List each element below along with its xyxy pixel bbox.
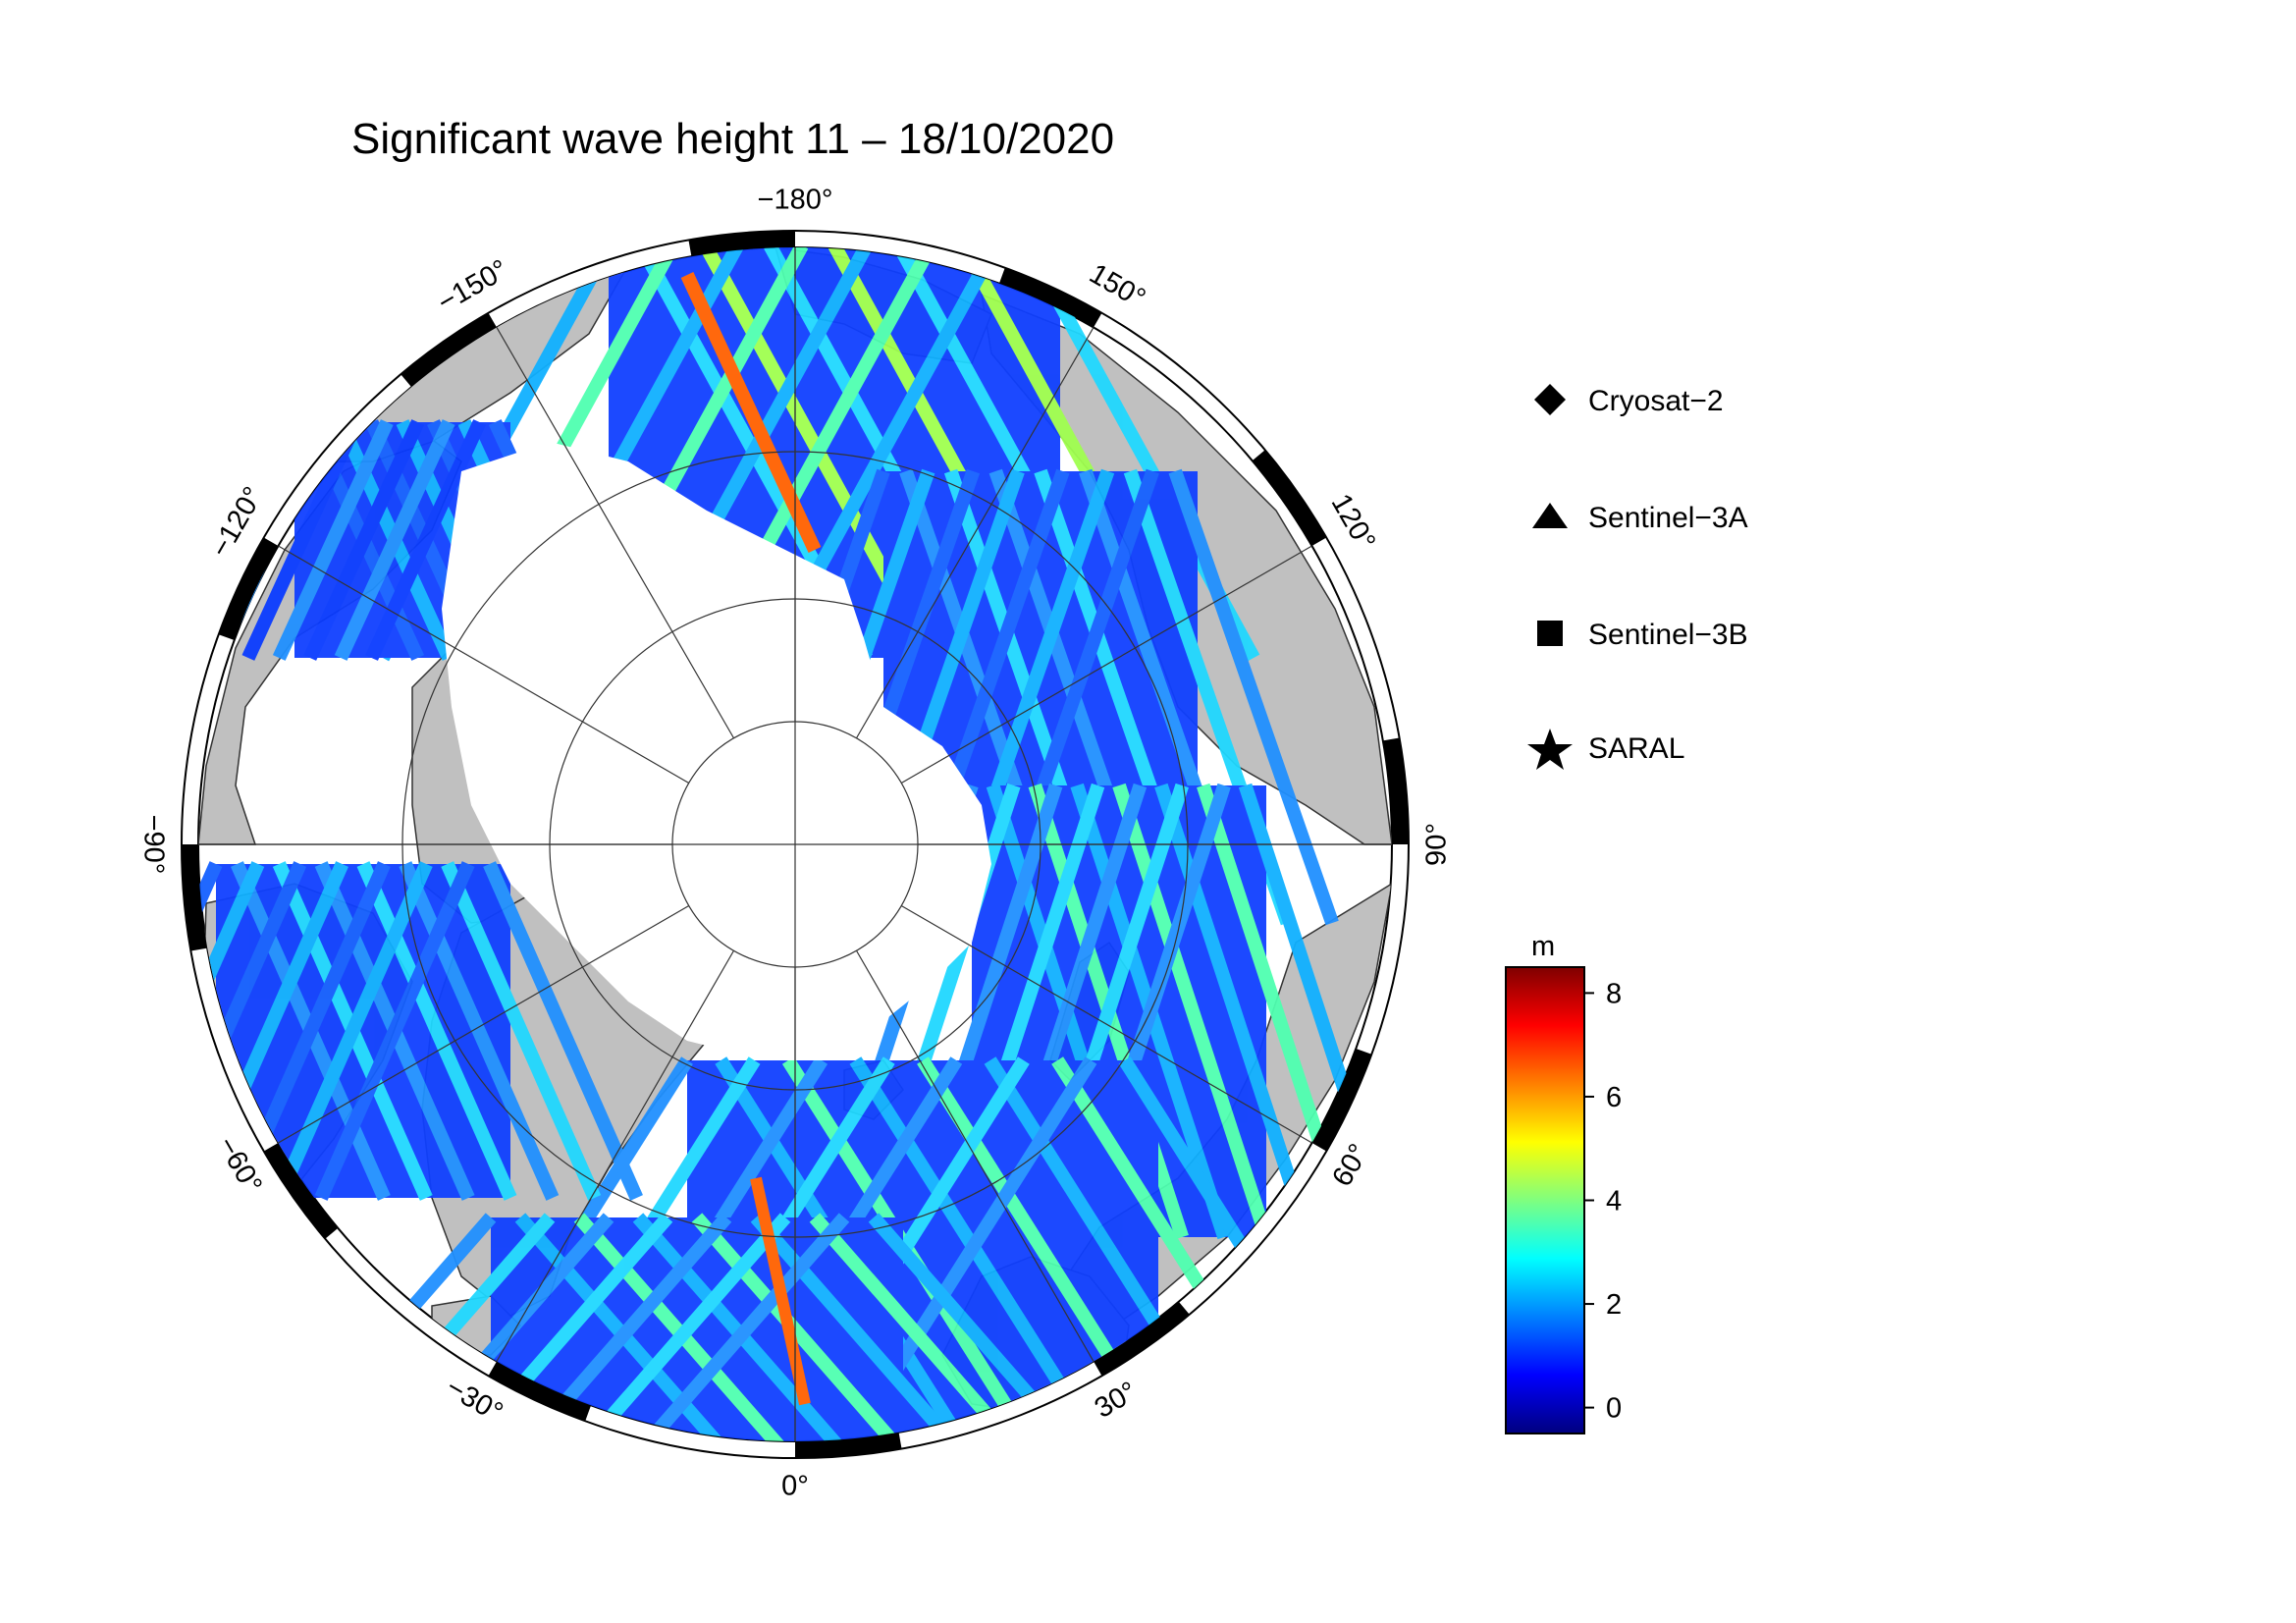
colorbar-tick-label: 8 <box>1606 978 1622 1009</box>
satellite-track <box>303 419 425 661</box>
satellite-track <box>356 861 517 1201</box>
legend-label-sentinel-3b: Sentinel−3B <box>1588 619 1748 651</box>
frame-band <box>400 312 498 388</box>
satellite-track <box>750 1213 968 1441</box>
triangle-icon <box>1532 503 1568 528</box>
meridian-line <box>900 545 1312 784</box>
longitude-label: −90° <box>137 815 169 875</box>
colorbar-tick-label: 4 <box>1606 1186 1622 1217</box>
satellite-track <box>334 419 455 661</box>
legend-item-saral: SARAL <box>1527 729 1684 770</box>
colorbar-unit: m <box>1531 931 1555 962</box>
frame-band <box>794 1432 902 1458</box>
longitude-label: 30° <box>1090 1376 1143 1425</box>
meridian-line <box>496 327 735 739</box>
satellite-track <box>691 1213 909 1441</box>
meridian-line <box>900 904 1312 1144</box>
diamond-icon <box>1534 384 1566 415</box>
star-icon <box>1527 729 1573 770</box>
frame-band <box>1382 737 1409 845</box>
satellite-track <box>314 861 475 1201</box>
longitude-label: 0° <box>781 1471 809 1502</box>
satellite-track <box>241 419 363 661</box>
longitude-label: 60° <box>1326 1139 1375 1192</box>
longitude-label: −180° <box>758 185 833 216</box>
satellite-track <box>632 1213 850 1441</box>
satellite-track <box>399 861 560 1201</box>
satellite-track <box>272 419 394 661</box>
frame-band <box>263 1142 339 1239</box>
longitude-label: 120° <box>1325 489 1382 556</box>
colorbar-tick-label: 0 <box>1606 1393 1622 1425</box>
colorbar: m 0 2 4 6 8 <box>1505 931 1622 1434</box>
meridian-line <box>855 327 1095 739</box>
square-icon <box>1537 621 1563 646</box>
colorbar-tick-label: 2 <box>1606 1289 1622 1321</box>
frame-band <box>1093 1301 1190 1377</box>
satellite-track <box>1154 783 1315 1240</box>
frame-band <box>1311 1048 1372 1152</box>
satellite-track <box>1112 783 1273 1240</box>
colorbar-ticks: 0 2 4 6 8 <box>1584 978 1622 1425</box>
meridian-line <box>855 949 1095 1362</box>
satellite-track <box>198 861 265 1201</box>
frame-band <box>488 1361 592 1422</box>
longitude-label: 90° <box>1421 823 1453 866</box>
legend-item-sentinel-3b: Sentinel−3B <box>1537 619 1748 651</box>
legend-label-cryosat: Cryosat−2 <box>1588 385 1724 417</box>
frame-band <box>1252 450 1327 547</box>
satellite-track <box>365 419 486 661</box>
satellite-legend: Cryosat−2 Sentinel−3A Sentinel−3B SARAL <box>1527 384 1748 770</box>
meridian-line <box>496 949 735 1362</box>
satellite-track <box>272 861 433 1201</box>
satellite-track <box>1168 468 1339 926</box>
sea-ice <box>442 442 991 1060</box>
colorbar-gradient <box>1505 966 1585 1434</box>
frame-band <box>688 231 796 257</box>
frame-band <box>218 537 279 641</box>
map-disk <box>198 247 1392 1441</box>
legend-label-sentinel-3a: Sentinel−3A <box>1588 502 1748 534</box>
satellite-track <box>750 1176 811 1406</box>
frame-band <box>182 843 208 951</box>
meridian-line <box>278 545 690 784</box>
colorbar-tick-label: 6 <box>1606 1082 1622 1113</box>
satellite-track <box>483 861 643 1201</box>
meridian-line <box>278 904 690 1144</box>
map-title: Significant wave height 11 – 18/10/2020 <box>351 115 1114 163</box>
legend-item-cryosat: Cryosat−2 <box>1534 384 1724 417</box>
satellite-track <box>441 861 602 1201</box>
frame-ticks <box>182 231 1409 1458</box>
graticule <box>198 247 1392 1441</box>
legend-label-saral: SARAL <box>1588 732 1684 765</box>
satellite-track <box>680 272 822 553</box>
longitude-label: 150° <box>1084 258 1150 315</box>
frame-band <box>998 267 1102 328</box>
legend-item-sentinel-3a: Sentinel−3A <box>1532 502 1748 534</box>
